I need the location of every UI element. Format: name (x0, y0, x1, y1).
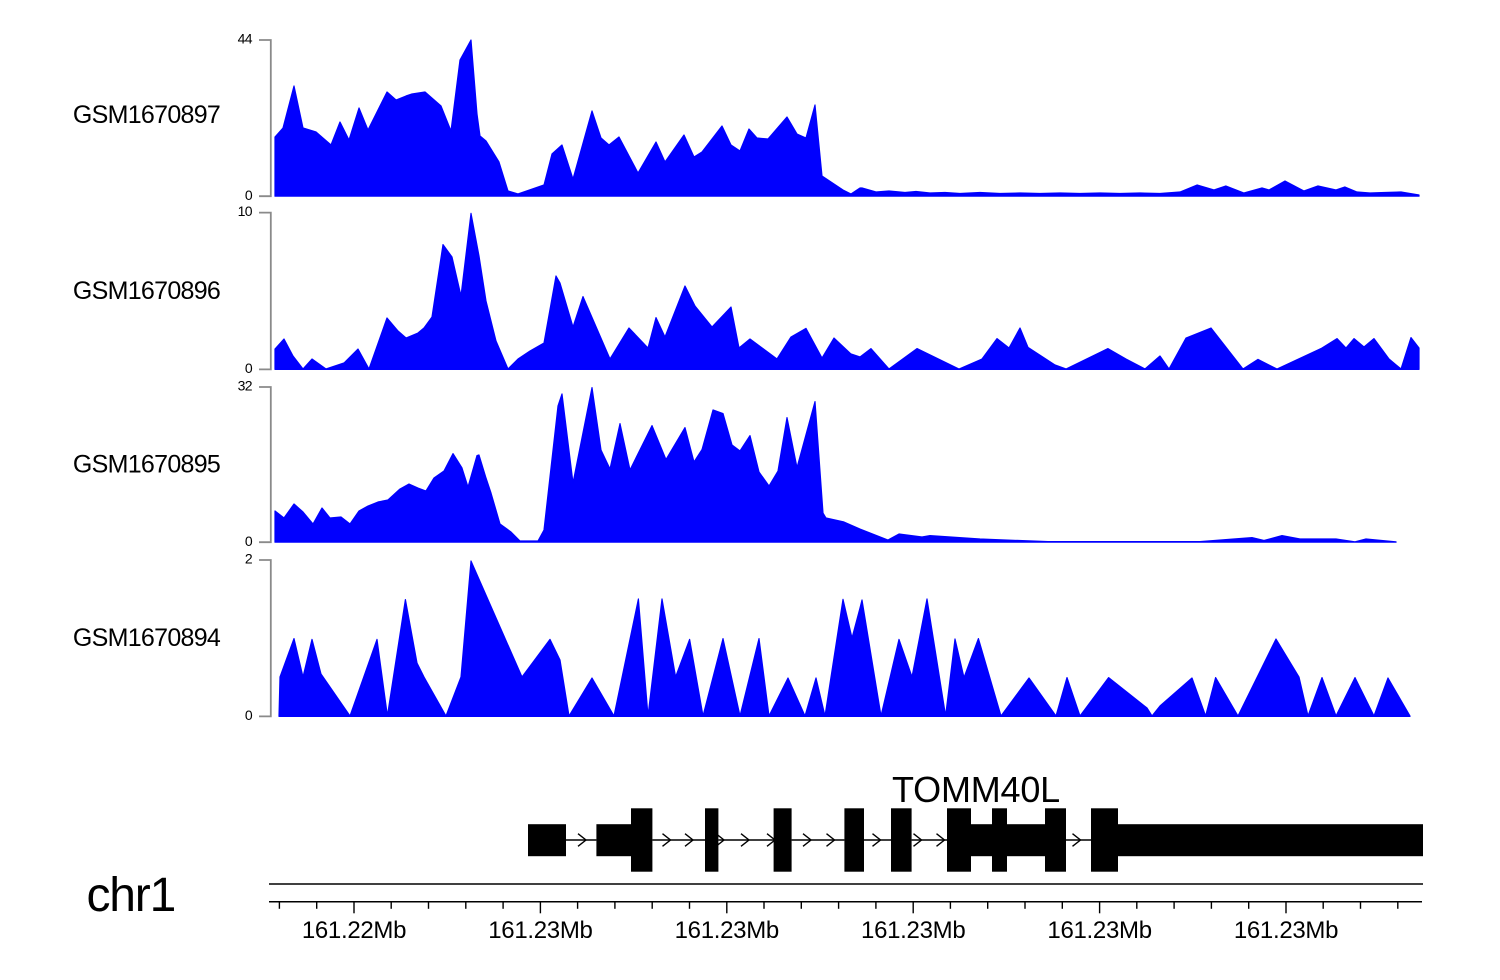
svg-text:2: 2 (245, 551, 253, 567)
svg-text:32: 32 (238, 378, 253, 394)
svg-text:GSM1670895: GSM1670895 (73, 450, 220, 478)
svg-text:161.23Mb: 161.23Mb (1047, 917, 1151, 944)
svg-text:161.23Mb: 161.23Mb (488, 917, 592, 944)
svg-text:161.23Mb: 161.23Mb (861, 917, 965, 944)
svg-text:44: 44 (238, 31, 253, 47)
svg-text:GSM1670896: GSM1670896 (73, 277, 220, 305)
svg-text:10: 10 (238, 203, 253, 219)
svg-text:GSM1670894: GSM1670894 (73, 624, 221, 652)
svg-text:0: 0 (245, 707, 253, 723)
svg-text:0: 0 (245, 360, 253, 376)
svg-text:161.22Mb: 161.22Mb (302, 917, 406, 944)
svg-text:161.23Mb: 161.23Mb (675, 917, 779, 944)
svg-text:0: 0 (245, 533, 253, 549)
svg-text:chr1: chr1 (87, 869, 176, 922)
svg-text:0: 0 (245, 187, 253, 203)
svg-text:161.23Mb: 161.23Mb (1234, 917, 1338, 944)
svg-text:GSM1670897: GSM1670897 (73, 101, 220, 129)
svg-text:TOMM40L: TOMM40L (892, 769, 1060, 810)
